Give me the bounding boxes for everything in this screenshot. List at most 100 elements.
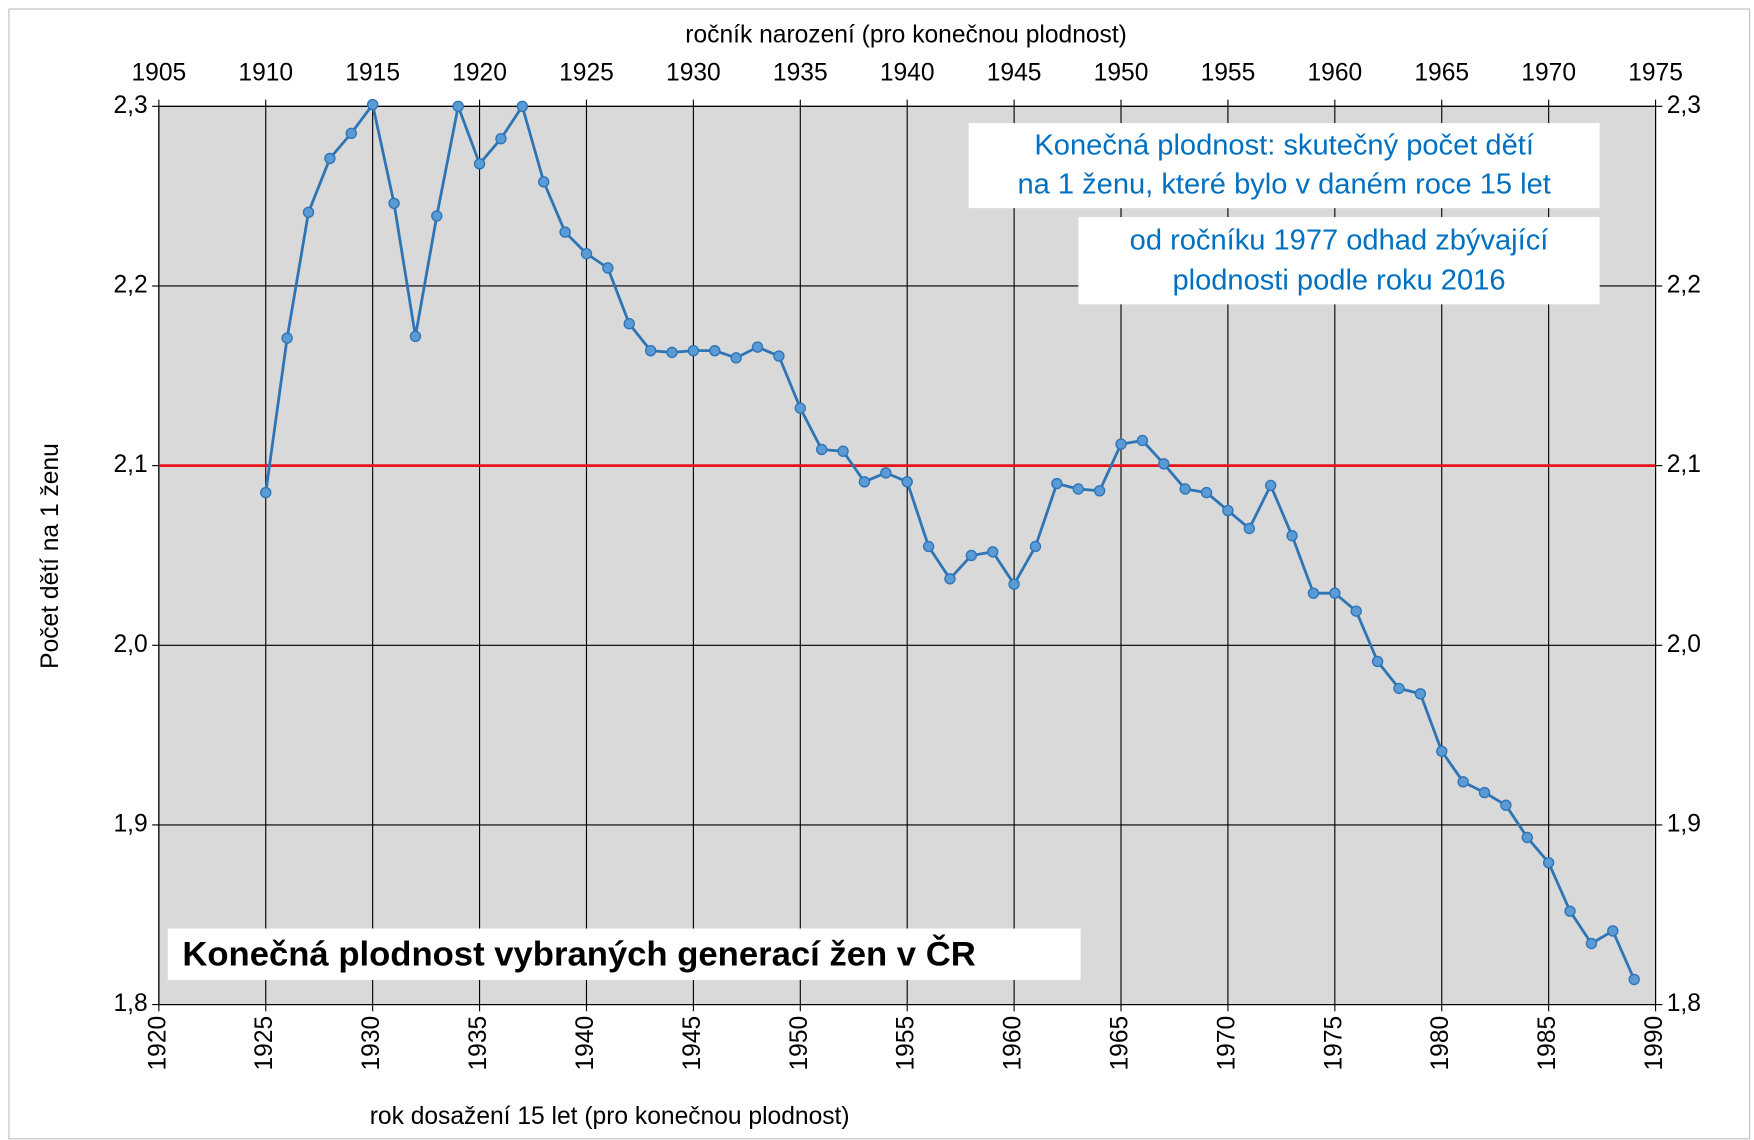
data-point [623,318,635,330]
y-tick-label: 1,9 [113,810,147,837]
data-point [1542,856,1555,869]
annotation: Konečná plodnost: skutečný počet dětí [1034,129,1534,161]
data-point [495,132,507,145]
x-tick-label: 1965 [1107,1016,1134,1071]
x2-tick-label: 1945 [987,59,1042,86]
data-point [837,445,849,457]
y-tick-label: 2,2 [113,271,147,298]
data-point [1585,937,1598,950]
data-point [324,152,336,165]
data-point [1521,831,1533,844]
x-tick-label: 1945 [679,1016,706,1071]
data-point [516,100,529,113]
data-point [666,346,678,359]
annotation-box [968,123,1600,209]
y-axis-label: Počet dětí na 1 ženu [37,443,64,669]
plot-area: 1920 1925 1930 1935 1940 1945 1950 1955 1960 1965… [113,59,1700,1070]
data-point [773,350,785,362]
y-tick-label-right: 1,9 [1667,810,1701,837]
x2-tick-label: 1920 [452,59,507,86]
data-point [1029,540,1042,553]
x2-axis-label: ročník narození (pro konečnou plodnost) [685,21,1127,48]
data-point [1393,682,1405,695]
title-box [167,928,1081,980]
data-point [1115,438,1127,450]
x-tick-label: 1940 [572,1016,599,1071]
data-point [452,100,464,113]
data-point [1307,587,1320,599]
x-tick-label: 1980 [1427,1016,1454,1071]
data-point [1628,973,1640,986]
x-tick-label: 1925 [251,1016,278,1071]
data-point [1179,483,1191,495]
data-point [944,573,956,585]
x-tick-label: 1985 [1534,1016,1561,1071]
y-tick-label-right: 2,1 [1667,451,1701,478]
x2-tick-label: 1950 [1094,59,1149,86]
annotation: plodnosti podle roku 2016 [1172,265,1505,297]
x2-tick-label: 1970 [1521,59,1576,86]
data-point [880,467,892,479]
data-point [1072,483,1084,495]
data-point [302,206,315,219]
data-point [473,158,486,170]
data-point [922,540,935,553]
x-tick-label: 1970 [1213,1016,1240,1071]
x2-tick-label: 1930 [666,59,721,86]
data-point [858,476,871,488]
data-point [1158,458,1170,470]
x2-tick-label: 1910 [238,59,293,86]
data-point [901,476,913,488]
data-point [409,330,422,342]
annotation: od ročníku 1977 odhad zbývající [1130,224,1549,256]
data-point [1478,786,1491,799]
data-point [815,443,828,456]
y-tick-label-right: 2,3 [1667,92,1701,119]
x2-tick-label: 1965 [1414,59,1469,86]
data-point [1136,434,1149,447]
data-point [366,98,379,111]
y-tick-label: 2,3 [113,92,147,119]
x2-tick-label: 1940 [880,59,935,86]
y-tick-label: 2,1 [113,451,147,478]
data-point [1350,605,1362,617]
data-point [388,197,400,210]
data-point [1457,776,1469,788]
data-point [281,332,293,344]
x-tick-label: 1930 [358,1016,385,1071]
data-point [1607,925,1619,937]
data-point [1414,688,1427,700]
x2-tick-label: 1935 [773,59,828,86]
data-point [1051,477,1063,490]
y-tick-label: 2,0 [113,631,147,658]
data-point [1264,479,1277,492]
data-point [1564,905,1576,917]
data-point [1436,745,1448,757]
x-tick-label: 1950 [786,1016,813,1071]
data-point [687,344,700,357]
data-point [644,344,657,357]
x-tick-label: 1935 [465,1016,492,1071]
chart-title: Konečná plodnost vybraných generací žen … [182,934,975,974]
data-point [1093,485,1106,497]
x-tick-label: 1990 [1641,1016,1668,1071]
x2-tick-label: 1960 [1307,59,1362,86]
data-point [1200,486,1213,499]
data-point [1008,578,1020,590]
data-point [431,210,443,222]
x2-tick-label: 1975 [1628,59,1683,86]
data-point [1222,504,1234,517]
data-point [730,352,742,364]
data-point [538,176,550,188]
annotation: na 1 ženu, které bylo v daném roce 15 le… [1017,168,1550,200]
data-point [345,127,357,139]
data-point [1329,587,1341,599]
data-point [1243,522,1256,535]
x-tick-label: 1960 [1000,1016,1027,1071]
data-point [1286,529,1298,542]
x-tick-label: 1955 [893,1016,920,1071]
y-tick-label-right: 1,8 [1667,990,1701,1017]
data-point [987,546,999,558]
